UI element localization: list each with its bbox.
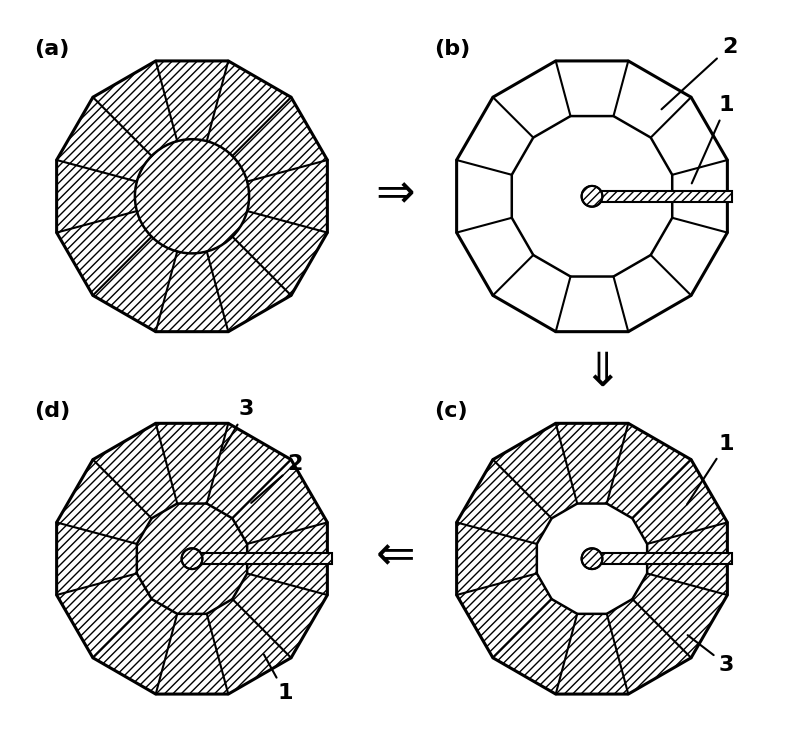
Text: (c): (c) [434,401,468,421]
Circle shape [582,186,602,207]
Circle shape [182,548,202,569]
Polygon shape [192,553,332,565]
Text: 1: 1 [692,95,734,183]
Polygon shape [512,116,672,276]
Polygon shape [592,553,732,565]
Text: 3: 3 [688,635,734,675]
Polygon shape [457,61,727,331]
Text: 2: 2 [662,37,737,109]
Text: (a): (a) [34,39,70,58]
Text: 2: 2 [251,455,303,503]
Text: (d): (d) [34,401,70,421]
Polygon shape [57,61,327,331]
Text: (b): (b) [434,39,470,58]
Text: $\Rightarrow$: $\Rightarrow$ [366,170,414,215]
Text: $\Leftarrow$: $\Leftarrow$ [366,532,414,578]
Polygon shape [137,504,247,614]
Polygon shape [537,504,647,614]
Circle shape [582,548,602,569]
Text: 1: 1 [687,433,734,504]
Polygon shape [57,424,327,694]
Text: 1: 1 [264,655,293,703]
Text: 3: 3 [222,399,254,451]
Polygon shape [457,424,727,694]
Text: $\Downarrow$: $\Downarrow$ [573,351,614,396]
Polygon shape [592,190,732,202]
